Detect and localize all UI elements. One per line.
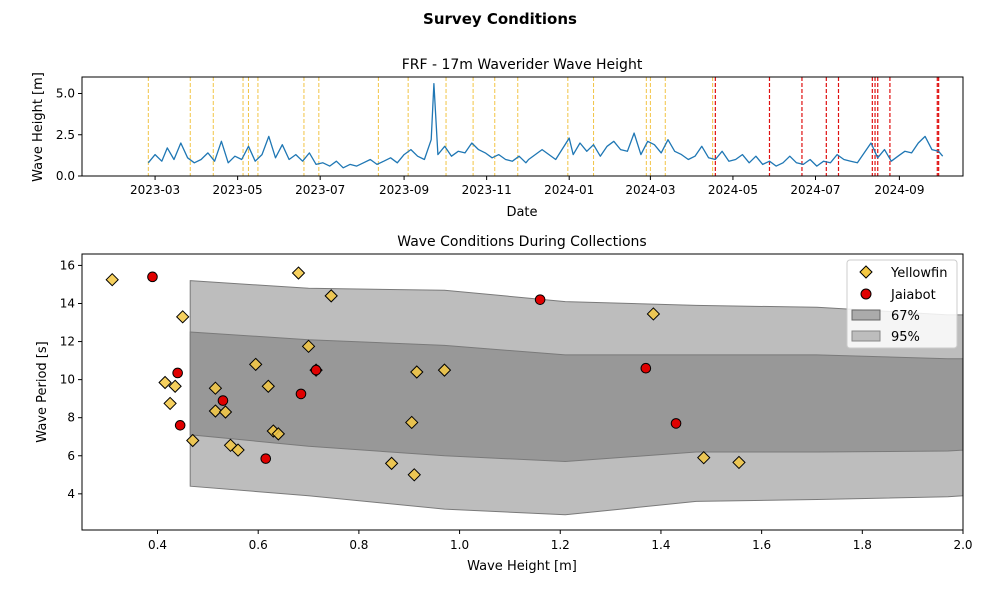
scatter-x-tick-label: 1.4 — [651, 538, 670, 552]
timeseries-x-tick-label: 2023-07 — [295, 183, 345, 197]
legend-67-swatch — [851, 309, 881, 321]
scatter-x-tick-label: 1.0 — [450, 538, 469, 552]
yellowfin-point — [697, 450, 711, 465]
yellowfin-point — [175, 310, 190, 324]
scatter-y-tick-label: 10 — [60, 373, 75, 387]
figure-title: Survey Conditions — [423, 10, 577, 28]
scatter-x-tick-label: 0.6 — [249, 538, 268, 552]
timeseries-x-tick-label: 2023-05 — [213, 183, 263, 197]
yellowfin-point — [384, 456, 399, 471]
wave-height-series-line — [147, 82, 944, 169]
timeseries-x-tick-label: 2023-03 — [130, 183, 180, 197]
legend-yellowfin-marker — [859, 265, 873, 279]
timeseries-y-tick-label: 0.0 — [56, 169, 75, 183]
timeseries-title: FRF - 17m Waverider Wave Height — [402, 57, 643, 73]
jaiabot-point — [174, 420, 186, 431]
legend-box — [846, 259, 958, 349]
scatter-y-tick-label: 6 — [67, 449, 75, 463]
yellowfin-point — [231, 443, 245, 457]
timeseries-x-tick-label: 2024-01 — [544, 183, 594, 197]
yellowfin-point — [437, 363, 452, 377]
yellowfin-point — [223, 438, 238, 453]
scatter-x-tick-label: 0.8 — [349, 538, 368, 552]
scatter-x-tick-label: 1.6 — [752, 538, 771, 552]
jaiabot-point — [310, 364, 322, 376]
scatter-x-tick-label: 1.8 — [853, 538, 872, 552]
scatter-y-tick-label: 14 — [60, 296, 75, 310]
jaiabot-point — [534, 294, 546, 305]
yellowfin-point — [208, 381, 223, 395]
legend-95-swatch — [851, 330, 881, 342]
timeseries-x-tick-label: 2024-03 — [625, 183, 675, 197]
scatter-x-tick-label: 1.2 — [551, 538, 570, 552]
yellowfin-point — [261, 379, 275, 393]
yellowfin-point — [186, 433, 200, 448]
scatter-y-label: Wave Period [s] — [35, 341, 50, 442]
legend-67-label: 67% — [891, 309, 920, 324]
scatter-legend: Yellowfin Jaiabot 67% 95% — [846, 259, 958, 349]
jaiabot-point — [147, 271, 158, 283]
scatter-y-tick-label: 12 — [60, 335, 75, 349]
timeseries-x-tick-label: 2024-07 — [790, 183, 840, 197]
yellowfin-point — [407, 468, 421, 482]
yellowfin-point — [405, 415, 419, 430]
yellowfin-point — [732, 455, 746, 470]
scatter-title: Wave Conditions During Collections — [397, 234, 646, 250]
jaiabot-point — [295, 388, 307, 400]
yellowfin-point — [105, 272, 119, 287]
timeseries-x-tick-label: 2024-09 — [874, 183, 924, 197]
timeseries-x-label: Date — [506, 205, 537, 220]
yellowfin-point — [646, 307, 661, 321]
timeseries-x-tick-label: 2024-05 — [708, 183, 758, 197]
yellowfin-point — [301, 339, 316, 354]
legend-yellowfin-label: Yellowfin — [890, 266, 947, 281]
jaiabot-point — [640, 362, 652, 374]
yellowfin-point — [248, 357, 263, 372]
timeseries-y-tick-label: 5.0 — [56, 87, 75, 101]
yellowfin-point — [218, 405, 233, 419]
yellowfin-point — [271, 427, 286, 441]
scatter-x-tick-label: 0.4 — [148, 538, 167, 552]
yellowfin-point — [168, 379, 182, 393]
wave-conditions-scatter-axes: Wave Conditions During Collections 0.4 0.… — [35, 234, 973, 574]
wave-height-timeseries-axes: FRF - 17m Waverider Wave Height 2023-03 2… — [31, 57, 964, 220]
scatter-y-tick-label: 4 — [67, 487, 75, 501]
timeseries-x-tick-label: 2023-11 — [462, 183, 512, 197]
yellowfin-point — [324, 289, 338, 303]
scatter-y-tick-label: 16 — [60, 258, 75, 272]
yellowfin-point — [208, 404, 223, 418]
timeseries-x-tick-label: 2023-09 — [379, 183, 429, 197]
yellowfin-point — [410, 365, 424, 379]
legend-95-label: 95% — [891, 330, 920, 345]
jaiabot-point — [217, 395, 229, 406]
yellowfin-point — [158, 375, 172, 390]
timeseries-y-tick-label: 2.5 — [56, 128, 75, 142]
legend-jaiabot-marker — [860, 288, 872, 300]
band-67pct — [189, 331, 963, 463]
scatter-x-label: Wave Height [m] — [467, 559, 577, 574]
jaiabot-point — [172, 367, 183, 379]
scatter-y-tick-label: 8 — [67, 411, 75, 425]
scatter-frame — [81, 253, 964, 531]
scatter-x-tick-label: 2.0 — [953, 538, 972, 552]
timeseries-frame — [81, 76, 964, 177]
legend-jaiabot-label: Jaiabot — [890, 288, 936, 303]
yellowfin-point — [163, 396, 177, 411]
jaiabot-point — [670, 418, 682, 429]
timeseries-y-label: Wave Height [m] — [31, 72, 46, 182]
yellowfin-point — [291, 266, 306, 280]
jaiabot-point — [260, 453, 272, 464]
